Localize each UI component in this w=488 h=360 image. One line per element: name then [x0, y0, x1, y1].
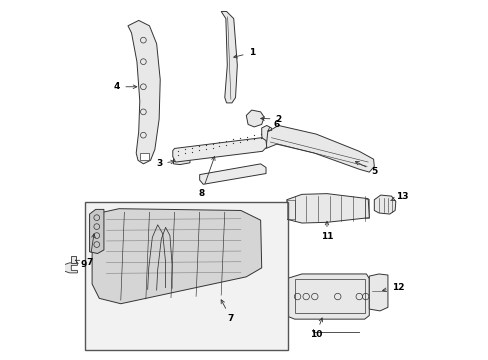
Polygon shape: [172, 138, 266, 162]
Polygon shape: [261, 126, 272, 144]
Text: 4: 4: [114, 82, 137, 91]
Polygon shape: [70, 256, 76, 263]
Text: 12: 12: [382, 283, 404, 292]
Polygon shape: [373, 195, 395, 214]
Polygon shape: [89, 210, 104, 253]
Bar: [85, 202, 287, 350]
Text: 7: 7: [221, 300, 234, 323]
Polygon shape: [128, 21, 160, 164]
Polygon shape: [246, 110, 264, 127]
Bar: [294, 279, 364, 313]
Polygon shape: [286, 194, 368, 223]
Text: 11: 11: [320, 221, 332, 241]
Text: 2: 2: [260, 114, 281, 123]
Polygon shape: [62, 263, 77, 273]
Polygon shape: [286, 274, 368, 319]
Text: 5: 5: [355, 162, 377, 176]
Polygon shape: [199, 164, 265, 184]
Text: 3: 3: [156, 159, 174, 168]
Text: 6: 6: [267, 120, 279, 131]
Polygon shape: [92, 209, 261, 304]
Text: 8: 8: [198, 157, 215, 198]
Text: 9: 9: [75, 260, 87, 269]
Text: 1: 1: [233, 48, 254, 58]
Text: 10: 10: [309, 318, 322, 339]
Polygon shape: [221, 12, 237, 103]
Polygon shape: [173, 157, 190, 165]
Text: 13: 13: [390, 192, 407, 201]
Bar: [140, 153, 148, 160]
Polygon shape: [265, 126, 373, 172]
Polygon shape: [368, 274, 387, 311]
Text: 7: 7: [86, 234, 95, 267]
